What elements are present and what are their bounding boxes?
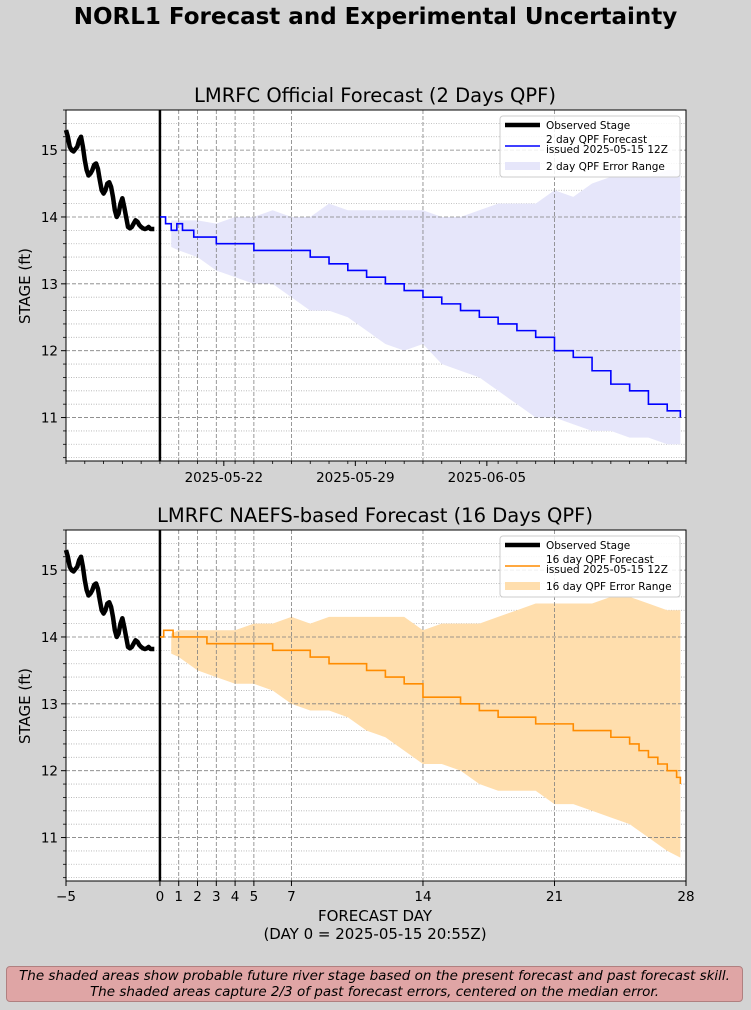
y-tick-label: 13 xyxy=(41,697,58,713)
y-tick-label: 15 xyxy=(41,143,58,159)
chart-title: LMRFC Official Forecast (2 Days QPF) xyxy=(194,84,556,107)
x-tick-label: 28 xyxy=(677,889,694,905)
error-range-band xyxy=(171,170,681,445)
x-tick-label: 2025-05-22 xyxy=(185,470,263,486)
legend-label-forecast-line1: 16 day QPF Forecast xyxy=(546,554,654,566)
y-tick-label: 12 xyxy=(41,764,58,780)
x-tick-label: 7 xyxy=(287,889,296,905)
x-tick-label: 2025-05-29 xyxy=(316,470,394,486)
chart-title: LMRFC NAEFS-based Forecast (16 Days QPF) xyxy=(157,504,593,527)
footer-line-2: The shaded areas capture 2/3 of past for… xyxy=(89,984,660,1000)
x-axis-label-line1: FORECAST DAY xyxy=(318,907,433,925)
footer-line-1: The shaded areas show probable future ri… xyxy=(19,968,730,984)
x-tick-label: 0 xyxy=(156,889,165,905)
y-tick-label: 12 xyxy=(41,344,58,360)
y-tick-label: 14 xyxy=(41,630,58,646)
legend-box xyxy=(499,535,681,598)
plot-area: 11 12 13 14 15 2025-05-22 2025-05-29 2025-06-05… xyxy=(41,109,687,486)
legend-box xyxy=(499,115,681,178)
legend-label-error-range: 2 day QPF Error Range xyxy=(546,161,665,173)
legend-label-forecast-line1: 2 day QPF Forecast xyxy=(546,134,647,146)
chart-official-forecast: LMRFC Official Forecast (2 Days QPF) STA… xyxy=(16,84,687,486)
chart-naefs-forecast: LMRFC NAEFS-based Forecast (16 Days QPF)… xyxy=(16,504,695,943)
x-tick-label: 2025-06-05 xyxy=(448,470,526,486)
x-tick-label: 14 xyxy=(414,889,431,905)
x-tick-label: 4 xyxy=(231,889,240,905)
y-tick-label: 13 xyxy=(41,277,58,293)
y-tick-label: 11 xyxy=(41,411,58,427)
y-axis-label: STAGE (ft) xyxy=(16,248,34,324)
plot-frame xyxy=(65,529,687,882)
figure-suptitle: NORL1 Forecast and Experimental Uncertai… xyxy=(73,4,678,30)
legend-label-observed: Observed Stage xyxy=(546,120,630,132)
observed-stage-line xyxy=(63,549,155,652)
y-axis-label: STAGE (ft) xyxy=(16,668,34,744)
x-tick-label: 5 xyxy=(250,889,259,905)
footer-note: The shaded areas show probable future ri… xyxy=(6,966,743,1002)
legend-label-forecast-line2: issued 2025-05-15 12Z xyxy=(546,564,668,576)
x-tick-label: −5 xyxy=(56,889,76,905)
legend-label-error-range: 16 day QPF Error Range xyxy=(546,581,672,593)
observed-stage-line xyxy=(63,129,155,232)
forecast-line xyxy=(159,629,682,785)
error-range-band xyxy=(171,596,681,858)
x-tick-label: 2 xyxy=(193,889,202,905)
legend-swatch-error-range xyxy=(505,582,540,590)
y-tick-label: 11 xyxy=(41,831,58,847)
x-tick-label: 21 xyxy=(546,889,563,905)
x-axis-label-line2: (DAY 0 = 2025-05-15 20:55Z) xyxy=(263,925,486,943)
x-tick-label: 3 xyxy=(212,889,221,905)
y-tick-label: 15 xyxy=(41,563,58,579)
plot-frame xyxy=(65,109,687,462)
legend-label-observed: Observed Stage xyxy=(546,540,630,552)
y-tick-label: 14 xyxy=(41,210,58,226)
x-tick-label: 1 xyxy=(174,889,183,905)
legend-swatch-error-range xyxy=(505,162,540,170)
legend-label-forecast-line2: issued 2025-05-15 12Z xyxy=(546,144,668,156)
forecast-line xyxy=(159,216,682,418)
